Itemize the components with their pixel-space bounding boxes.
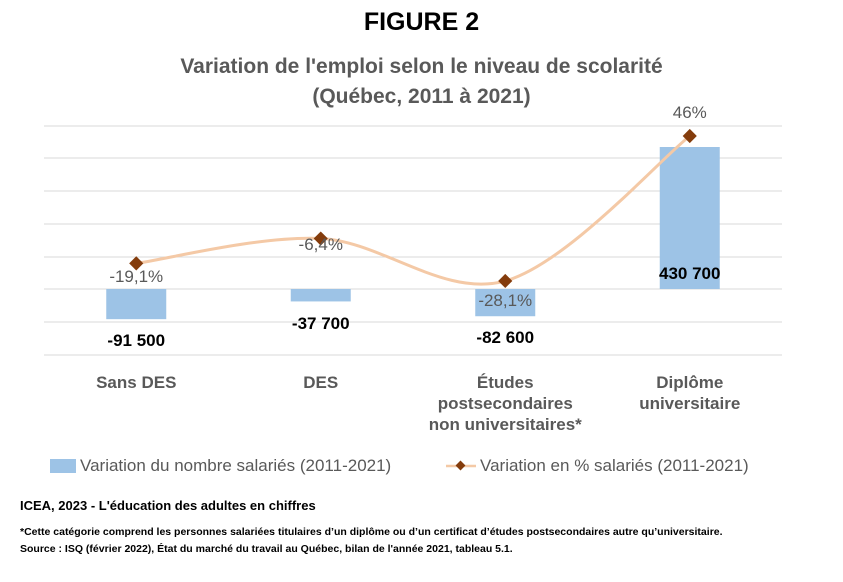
legend-line-swatch <box>446 460 476 471</box>
category-label-3-0: Diplôme <box>656 373 723 392</box>
footer-source: ICEA, 2023 - L'éducation des adultes en … <box>20 498 316 513</box>
legend-bar-label: Variation du nombre salariés (2011-2021) <box>80 456 392 475</box>
legend: Variation du nombre salariés (2011-2021)… <box>0 456 843 480</box>
category-label-2-2: non universitaires* <box>429 415 582 434</box>
chart-title-line-1: Variation de l'emploi selon le niveau de… <box>180 55 663 78</box>
legend-line-label: Variation en % salariés (2011-2021) <box>480 456 749 475</box>
bar-3 <box>659 147 720 289</box>
percent-value-label-1: -6,4% <box>299 235 343 254</box>
category-label-1-0: DES <box>303 373 338 392</box>
bar-value-label-0: -91 500 <box>107 331 165 350</box>
category-label-0-0: Sans DES <box>96 373 176 392</box>
percent-value-label-2: -28,1% <box>478 291 532 310</box>
percent-marker-0 <box>129 256 144 271</box>
category-label-3-1: universitaire <box>639 394 740 413</box>
figure-label: FIGURE 2 <box>363 8 480 36</box>
bar-1 <box>290 289 351 302</box>
bar-value-label-2: -82 600 <box>476 328 534 347</box>
category-label-2-1: postsecondaires <box>438 394 573 413</box>
bar-value-label-3: 430 700 <box>659 264 720 283</box>
percent-marker-3 <box>682 128 697 144</box>
footnote-category: *Cette catégorie comprend les personnes … <box>20 526 723 538</box>
legend-item-bar: Variation du nombre salariés (2011-2021) <box>50 456 391 476</box>
chart-title-line-2: (Québec, 2011 à 2021) <box>312 85 531 108</box>
chart-title: Variation de l'emploi selon le niveau de… <box>0 52 843 112</box>
legend-bar-swatch <box>50 459 76 473</box>
footnote-source: Source : ISQ (février 2022), État du mar… <box>20 543 513 555</box>
percent-value-label-3: 46% <box>673 103 707 122</box>
chart-area: -91 500 -37 700 -82 600 430 700 -19,1% -6,4% -… <box>44 103 782 434</box>
bar-value-label-1: -37 700 <box>292 314 350 333</box>
percent-value-label-0: -19,1% <box>109 267 163 286</box>
percent-line <box>136 134 691 286</box>
category-label-2-0: Études <box>477 373 534 392</box>
legend-item-line: Variation en % salariés (2011-2021) <box>446 456 749 476</box>
percent-marker-2 <box>498 273 513 289</box>
bar-2 <box>475 289 536 317</box>
bar-0 <box>106 289 167 320</box>
percent-marker-1 <box>313 231 328 246</box>
